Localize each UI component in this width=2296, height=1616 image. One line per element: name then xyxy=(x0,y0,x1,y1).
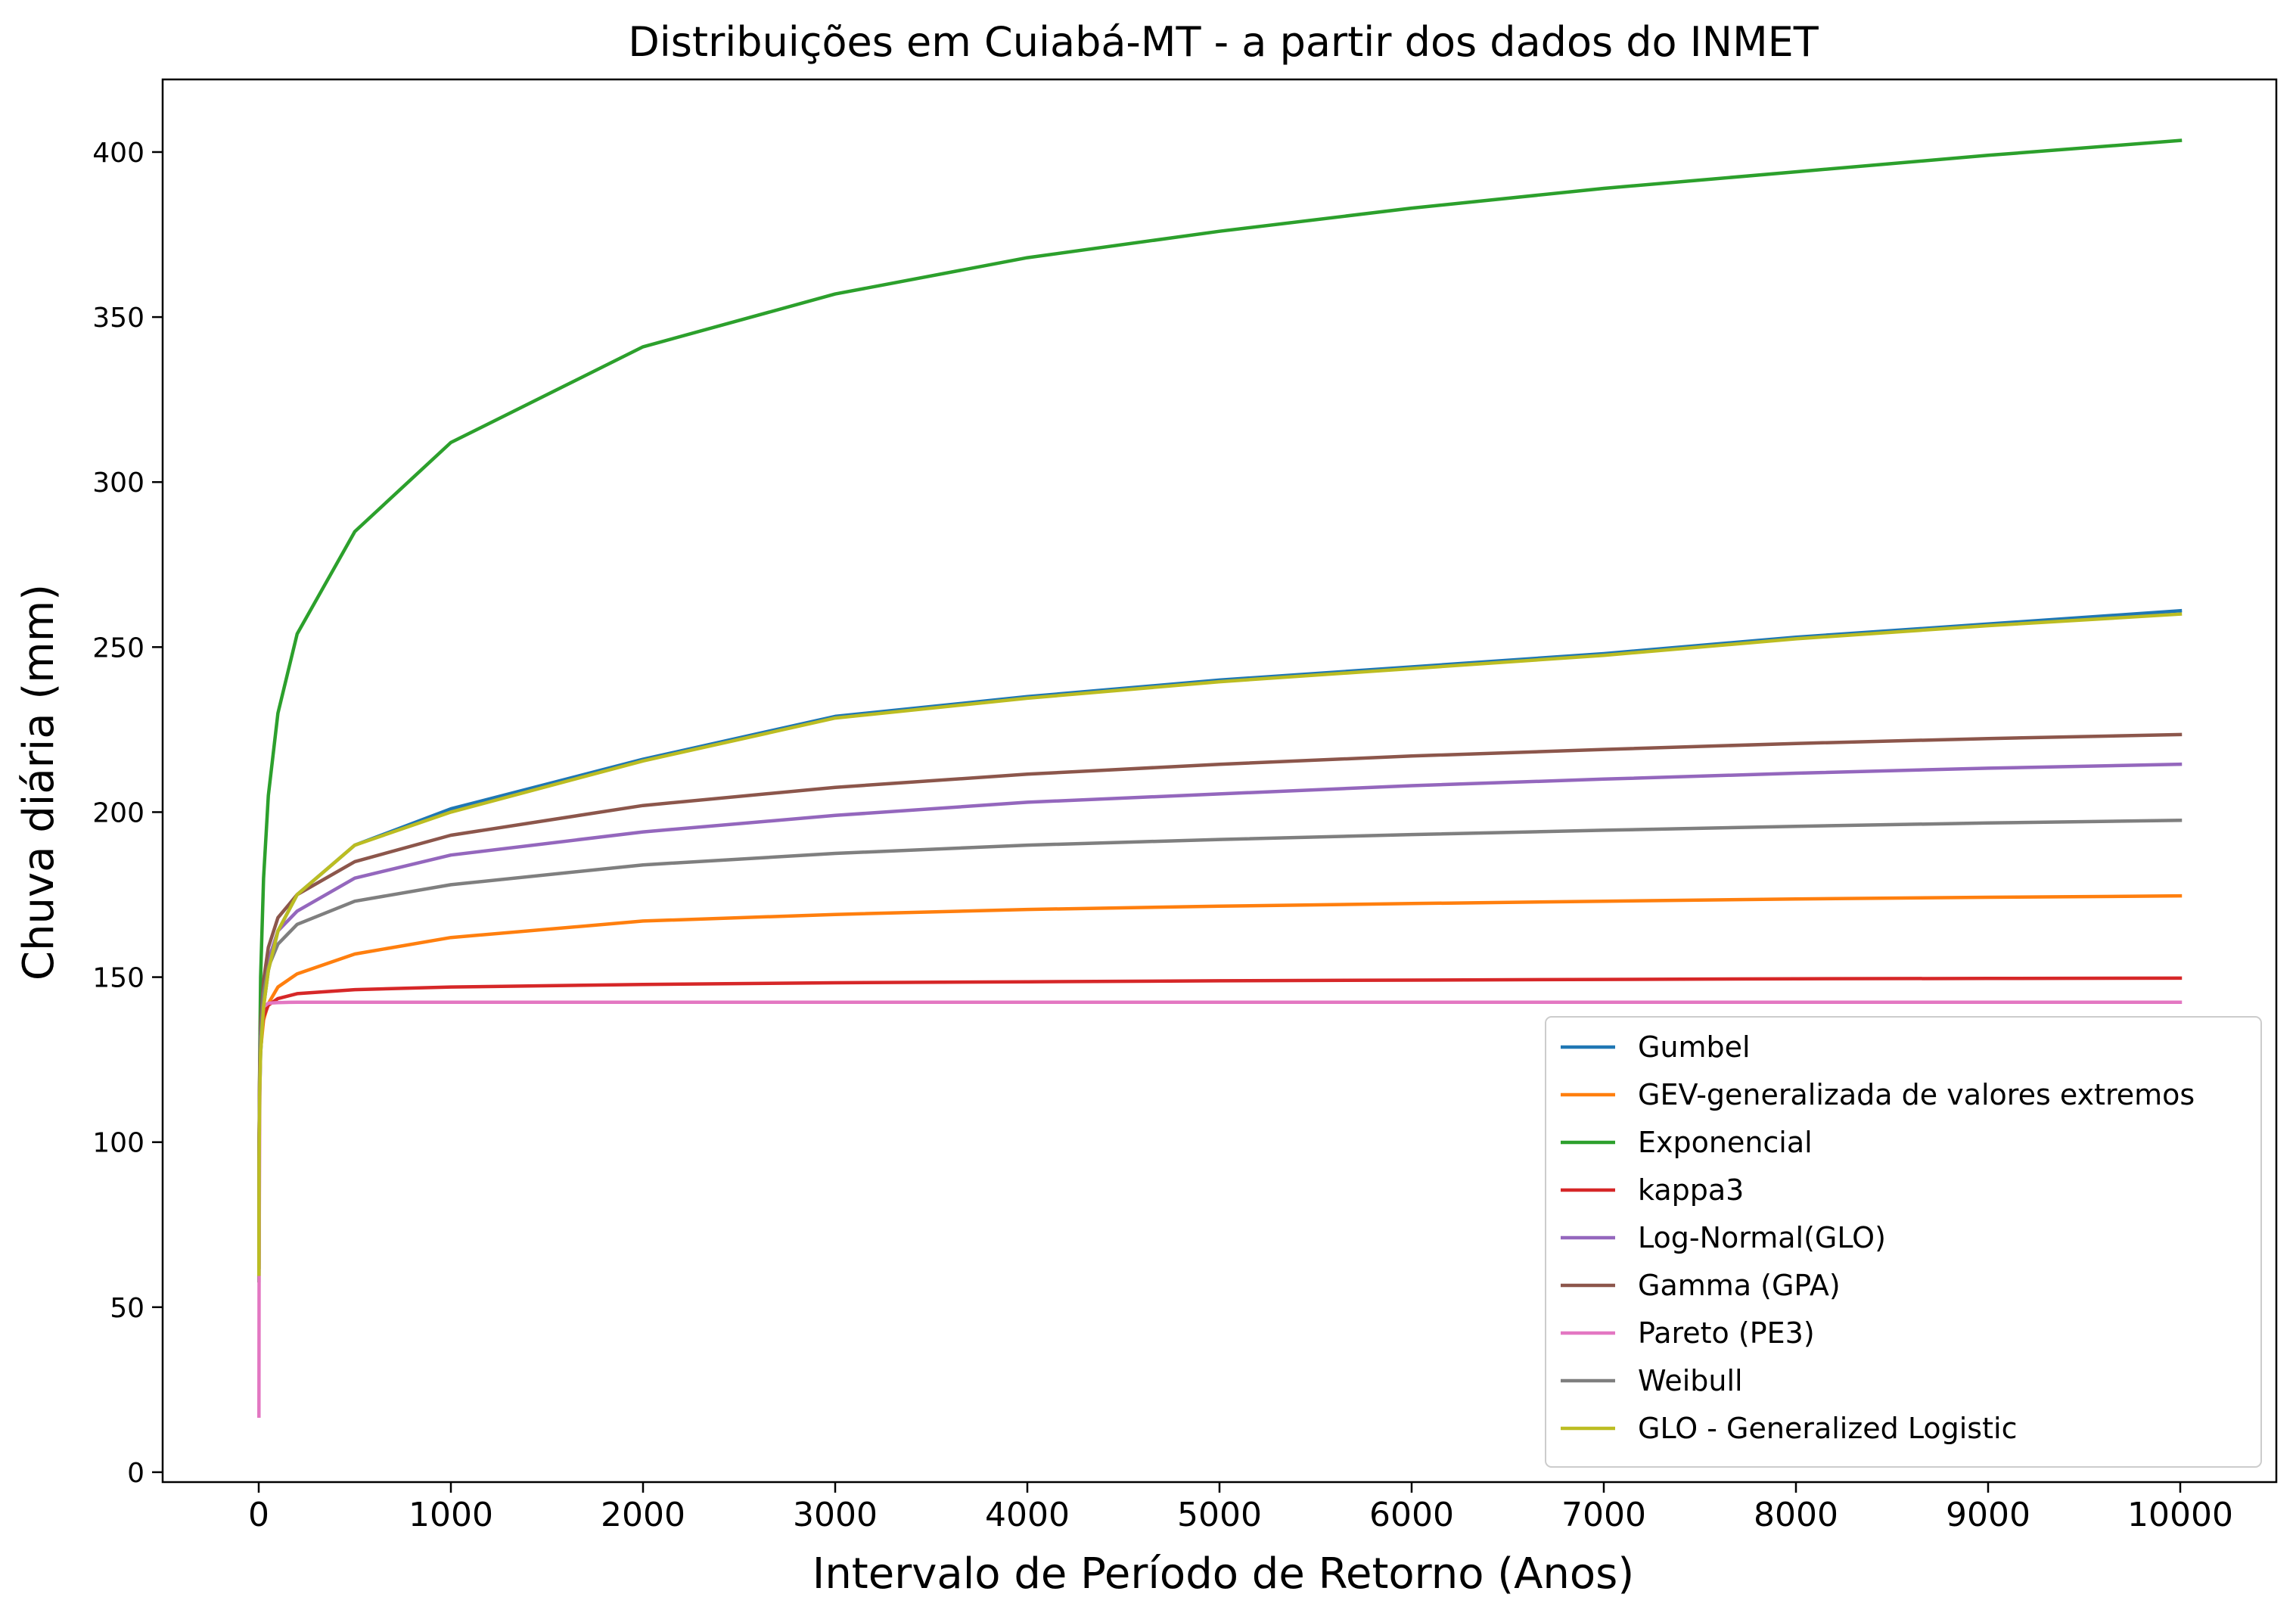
legend: Gumbel GEV-generalizada de valores extrem… xyxy=(1545,1016,2262,1468)
legend-label-6: Pareto (PE3) xyxy=(1638,1316,1815,1350)
legend-label-1: GEV-generalizada de valores extremos xyxy=(1638,1078,2195,1111)
x-tick-label: 2000 xyxy=(601,1496,685,1534)
legend-label-8: GLO - Generalized Logistic xyxy=(1638,1412,2017,1445)
x-tick-label: 6000 xyxy=(1369,1496,1454,1534)
x-axis-ticks: 0 1000 2000 3000 4000 5000 6000 7000 8000 9000 100… xyxy=(248,1482,2233,1534)
legend-label-4: Log-Normal(GLO) xyxy=(1638,1221,1886,1254)
series-line-8 xyxy=(257,612,2183,1276)
x-tick-label: 3000 xyxy=(793,1496,878,1534)
legend-label-3: kappa3 xyxy=(1638,1173,1744,1207)
x-axis-label: Intervalo de Período de Retorno (Anos) xyxy=(812,1549,1634,1599)
y-tick-label: 50 xyxy=(110,1293,144,1324)
y-axis-ticks: 0 50 100 150 200 250 300 350 400 xyxy=(92,138,163,1489)
y-tick-label: 100 xyxy=(92,1128,144,1159)
legend-frame xyxy=(1545,1016,2262,1468)
y-tick-label: 300 xyxy=(92,468,144,499)
x-tick-label: 4000 xyxy=(985,1496,1070,1534)
series-line-2 xyxy=(257,138,2183,1283)
x-tick-label: 10000 xyxy=(2127,1496,2233,1534)
y-tick-label: 350 xyxy=(92,303,144,334)
y-tick-label: 0 xyxy=(127,1458,144,1489)
legend-label-5: Gamma (GPA) xyxy=(1638,1269,1841,1302)
plot-area xyxy=(257,138,2183,1419)
y-tick-label: 400 xyxy=(92,138,144,169)
x-tick-label: 1000 xyxy=(409,1496,493,1534)
chart-title: Distribuições em Cuiabá-MT - a partir do… xyxy=(628,18,1819,66)
y-tick-label: 200 xyxy=(92,797,144,828)
x-tick-label: 0 xyxy=(248,1496,269,1534)
y-tick-label: 250 xyxy=(92,632,144,663)
x-tick-label: 5000 xyxy=(1177,1496,1262,1534)
y-tick-label: 150 xyxy=(92,963,144,994)
legend-label-7: Weibull xyxy=(1638,1364,1743,1397)
x-tick-label: 7000 xyxy=(1561,1496,1646,1534)
y-axis-label: Chuva diária (mm) xyxy=(14,584,64,980)
legend-label-2: Exponencial xyxy=(1638,1126,1813,1159)
legend-label-0: Gumbel xyxy=(1638,1030,1751,1064)
x-tick-label: 9000 xyxy=(1946,1496,2030,1534)
x-tick-label: 8000 xyxy=(1754,1496,1838,1534)
